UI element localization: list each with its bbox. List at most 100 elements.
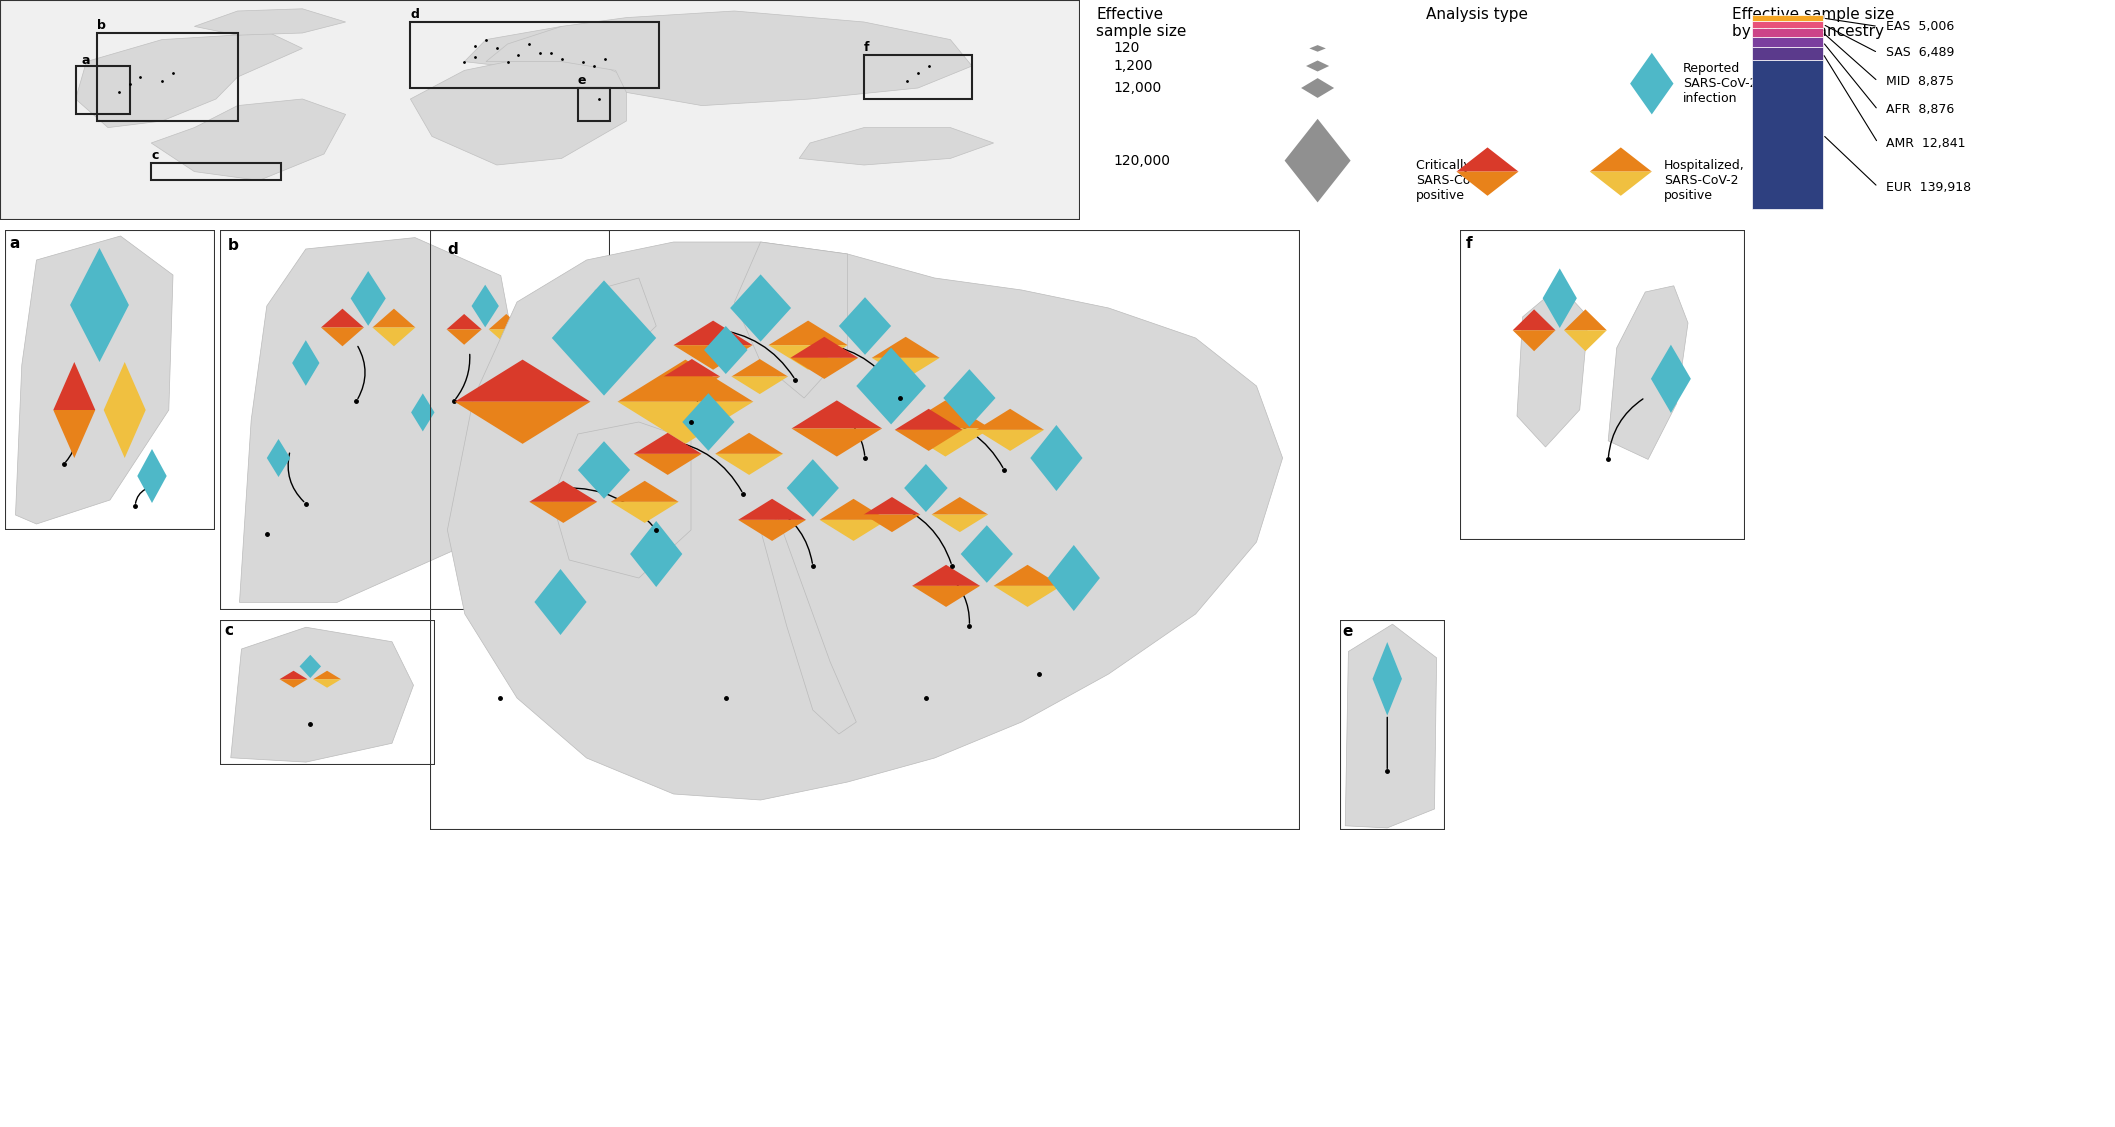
Polygon shape <box>799 127 994 165</box>
Polygon shape <box>857 347 926 425</box>
Polygon shape <box>840 298 890 355</box>
Polygon shape <box>1590 148 1652 171</box>
Polygon shape <box>489 314 525 329</box>
Polygon shape <box>1284 118 1351 203</box>
Polygon shape <box>1457 171 1519 196</box>
Polygon shape <box>1512 330 1555 352</box>
Polygon shape <box>535 569 586 635</box>
Polygon shape <box>321 309 364 328</box>
Polygon shape <box>732 376 789 394</box>
Polygon shape <box>791 400 882 428</box>
Polygon shape <box>195 9 345 35</box>
Polygon shape <box>683 393 734 451</box>
Polygon shape <box>1309 45 1326 52</box>
FancyBboxPatch shape <box>1751 37 1823 46</box>
Polygon shape <box>104 362 146 410</box>
Polygon shape <box>351 270 385 326</box>
Polygon shape <box>761 518 857 734</box>
FancyBboxPatch shape <box>1751 46 1823 60</box>
Polygon shape <box>704 326 747 374</box>
Polygon shape <box>1607 286 1688 460</box>
Polygon shape <box>673 345 753 370</box>
Text: b: b <box>97 19 106 32</box>
Polygon shape <box>448 242 1282 800</box>
Text: Hospitalized,
SARS-CoV-2
positive: Hospitalized, SARS-CoV-2 positive <box>1665 159 1745 202</box>
Text: f: f <box>1466 237 1472 251</box>
Text: MID  8,875: MID 8,875 <box>1887 74 1954 88</box>
Text: AMR  12,841: AMR 12,841 <box>1887 136 1965 150</box>
Polygon shape <box>266 440 290 477</box>
FancyBboxPatch shape <box>1751 16 1823 20</box>
Polygon shape <box>943 370 996 427</box>
Text: a: a <box>80 54 89 68</box>
Text: Analysis type: Analysis type <box>1426 7 1527 21</box>
Polygon shape <box>912 586 979 607</box>
Polygon shape <box>960 525 1013 583</box>
FancyBboxPatch shape <box>1751 20 1823 28</box>
Polygon shape <box>1542 268 1578 328</box>
Polygon shape <box>1301 78 1335 98</box>
Polygon shape <box>446 329 482 345</box>
Polygon shape <box>465 26 626 70</box>
Polygon shape <box>664 376 719 394</box>
Polygon shape <box>313 671 341 680</box>
Polygon shape <box>150 99 345 180</box>
Text: Critically ill,
SARS-CoV-2
positive: Critically ill, SARS-CoV-2 positive <box>1417 159 1491 202</box>
Polygon shape <box>994 586 1062 607</box>
Polygon shape <box>70 248 129 362</box>
Polygon shape <box>768 345 848 370</box>
Polygon shape <box>715 433 783 454</box>
Polygon shape <box>895 429 962 451</box>
Text: EAS  5,006: EAS 5,006 <box>1887 20 1954 33</box>
Polygon shape <box>903 464 948 512</box>
Polygon shape <box>1512 309 1555 330</box>
Polygon shape <box>1652 345 1690 412</box>
Polygon shape <box>821 499 888 520</box>
Polygon shape <box>895 409 962 429</box>
Polygon shape <box>931 515 988 532</box>
Polygon shape <box>618 401 753 444</box>
Polygon shape <box>664 360 719 376</box>
Polygon shape <box>372 328 415 346</box>
Polygon shape <box>901 400 990 428</box>
Polygon shape <box>53 362 95 410</box>
Polygon shape <box>372 309 415 328</box>
Text: c: c <box>224 623 233 638</box>
Text: c: c <box>150 149 159 161</box>
Polygon shape <box>1457 148 1519 171</box>
Polygon shape <box>486 11 973 106</box>
FancyBboxPatch shape <box>1751 28 1823 37</box>
FancyBboxPatch shape <box>0 0 1081 220</box>
Text: e: e <box>577 74 586 87</box>
Polygon shape <box>455 401 590 444</box>
Polygon shape <box>715 454 783 474</box>
Text: e: e <box>1343 624 1351 639</box>
Polygon shape <box>552 281 656 396</box>
Polygon shape <box>1307 61 1328 71</box>
Polygon shape <box>279 671 307 680</box>
Polygon shape <box>53 410 95 458</box>
Polygon shape <box>137 449 167 503</box>
Polygon shape <box>552 421 692 578</box>
Polygon shape <box>569 278 656 369</box>
Polygon shape <box>300 655 321 678</box>
Text: EUR  139,918: EUR 139,918 <box>1887 180 1971 194</box>
Polygon shape <box>738 499 806 520</box>
Polygon shape <box>231 628 415 762</box>
Polygon shape <box>611 502 679 523</box>
Polygon shape <box>446 314 482 329</box>
Polygon shape <box>931 497 988 515</box>
Polygon shape <box>410 393 434 432</box>
Polygon shape <box>455 360 590 401</box>
Text: f: f <box>865 41 869 54</box>
Text: SAS  6,489: SAS 6,489 <box>1887 46 1954 60</box>
Polygon shape <box>577 441 630 499</box>
Polygon shape <box>994 565 1062 586</box>
Polygon shape <box>634 433 702 454</box>
Polygon shape <box>912 565 979 586</box>
Polygon shape <box>1563 330 1607 352</box>
Polygon shape <box>901 428 990 456</box>
Polygon shape <box>734 242 848 398</box>
Text: a: a <box>8 236 19 251</box>
Polygon shape <box>1631 53 1673 115</box>
